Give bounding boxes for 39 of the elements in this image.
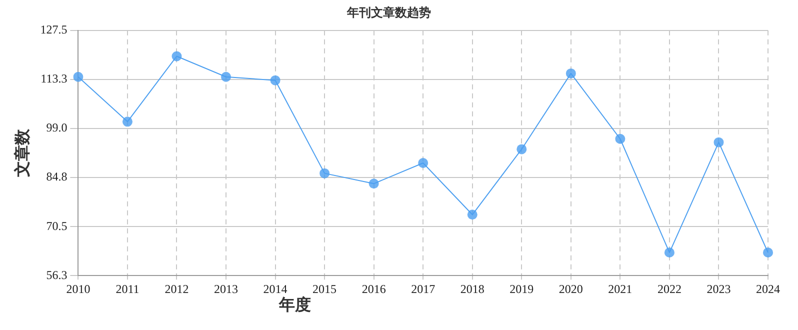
chart-title: 年刊文章数趋势 <box>346 5 431 20</box>
x-tick-label: 2015 <box>312 282 337 296</box>
point <box>467 210 478 220</box>
y-tick-label: 70.5 <box>46 218 68 233</box>
y-tick-label: 127.5 <box>40 22 68 37</box>
point <box>172 51 182 62</box>
x-tick-label: 2019 <box>510 282 534 296</box>
x-tick-label: 2013 <box>214 282 238 296</box>
x-tick-label: 2010 <box>66 282 90 296</box>
x-tick-label: 2017 <box>411 282 436 296</box>
x-tick-label: 2024 <box>756 282 780 296</box>
x-tick-label: 2011 <box>116 282 140 296</box>
y-axis-title: 文章数 <box>14 128 32 178</box>
x-tick-label: 2018 <box>460 282 484 296</box>
x-axis-title: 年度 <box>278 295 311 314</box>
x-tick-label: 2012 <box>164 282 189 296</box>
point <box>221 72 232 82</box>
point <box>516 144 527 154</box>
y-tick-label: 56.3 <box>46 268 68 282</box>
point <box>122 116 132 127</box>
point <box>418 158 428 168</box>
point <box>368 178 379 189</box>
x-tick-label: 2016 <box>362 282 386 296</box>
x-tick-label: 2023 <box>706 282 731 296</box>
point <box>664 248 674 258</box>
point <box>566 68 576 78</box>
x-tick-label: 2014 <box>263 282 288 296</box>
y-tick-label: 113.3 <box>40 71 68 86</box>
point <box>714 137 724 148</box>
point <box>763 248 773 258</box>
y-tick-label: 99.0 <box>46 120 68 135</box>
x-tick-label: 2021 <box>608 282 632 296</box>
point <box>320 168 330 178</box>
x-tick-label: 2020 <box>558 282 583 296</box>
y-tick-label: 84.8 <box>46 170 68 184</box>
x-tick-label: 2022 <box>657 282 682 296</box>
point <box>270 75 280 86</box>
point <box>615 134 626 144</box>
point <box>73 72 84 82</box>
